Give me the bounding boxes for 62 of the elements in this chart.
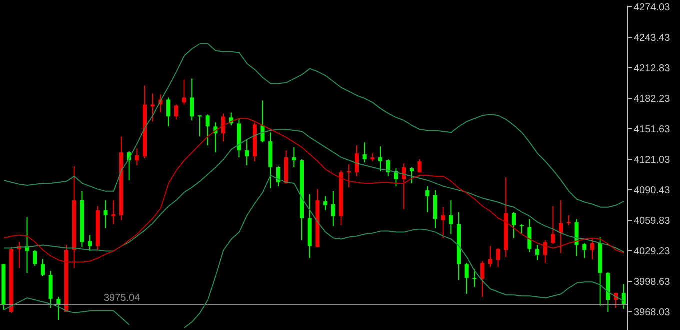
y-tick-label: 4090.43 xyxy=(634,186,671,197)
candlestick xyxy=(112,200,116,225)
candlestick xyxy=(536,244,540,261)
candlestick xyxy=(104,200,108,229)
candlestick xyxy=(331,190,336,227)
candlestick xyxy=(206,114,210,146)
candlestick xyxy=(566,214,571,226)
candlestick xyxy=(166,97,171,128)
candlestick xyxy=(559,200,564,254)
y-tick-label: 4182.23 xyxy=(634,94,671,106)
candlestick xyxy=(56,296,61,321)
candlestick xyxy=(472,268,477,288)
y-tick-label: 4243.43 xyxy=(634,33,671,44)
candlestick xyxy=(551,206,556,245)
y-tick-label: 4059.83 xyxy=(634,216,671,228)
candlestick xyxy=(464,262,469,295)
y-tick-label: 3998.63 xyxy=(634,277,671,288)
candlestick xyxy=(190,78,194,122)
candlestick xyxy=(88,234,92,252)
candlestick xyxy=(426,186,430,213)
candlestick xyxy=(150,93,155,122)
candlestick xyxy=(362,142,367,164)
y-tick-label: 4274.03 xyxy=(634,2,671,14)
candlestick xyxy=(386,159,390,177)
y-tick-label: 4121.03 xyxy=(634,155,671,166)
candlestick xyxy=(276,166,280,187)
candlestick xyxy=(354,145,359,177)
candlestick xyxy=(198,115,202,138)
candlestick xyxy=(582,242,587,259)
y-tick-label: 4212.83 xyxy=(634,64,671,75)
candlestick xyxy=(590,238,594,260)
candlestick xyxy=(480,260,485,298)
candlestick xyxy=(449,200,454,235)
candlestick xyxy=(135,148,140,166)
candlestick xyxy=(410,167,414,184)
candlestick xyxy=(622,284,626,310)
candlestick xyxy=(441,206,446,239)
candlestick xyxy=(574,218,579,257)
candlestick xyxy=(520,224,524,235)
candlestick xyxy=(292,147,296,168)
candlestick xyxy=(512,212,516,239)
candlestick xyxy=(324,196,328,211)
candlestick xyxy=(347,164,352,188)
candlestick xyxy=(418,159,422,173)
y-tick-label: 3968.03 xyxy=(634,308,671,319)
ref-line-label: 3975.04 xyxy=(104,293,141,304)
y-tick-label: 4029.23 xyxy=(634,246,671,258)
candlestick xyxy=(222,113,226,142)
candlestick xyxy=(488,246,492,268)
candlestick xyxy=(496,248,500,268)
candlestick xyxy=(40,258,45,277)
candlestick xyxy=(33,250,38,267)
line-series xyxy=(3,43,625,208)
candlestick xyxy=(174,104,178,120)
candlestick xyxy=(402,163,406,210)
y-tick-label: 4151.63 xyxy=(634,124,671,136)
candlestick xyxy=(528,218,532,253)
candlestick xyxy=(378,146,383,172)
candlestick xyxy=(48,270,53,309)
candlestick xyxy=(245,139,250,166)
candlestick xyxy=(182,79,186,106)
candlestick xyxy=(433,190,438,229)
